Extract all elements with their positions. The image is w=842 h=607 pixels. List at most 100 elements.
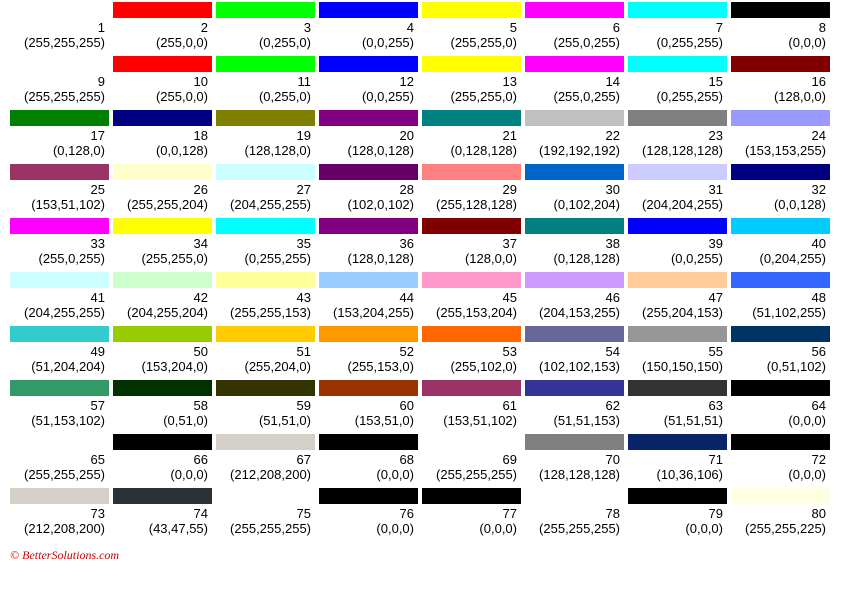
color-swatch bbox=[111, 488, 214, 504]
color-cell: 27(204,255,255) bbox=[214, 164, 317, 218]
color-index: 35 bbox=[214, 234, 317, 251]
color-swatch bbox=[626, 218, 729, 234]
color-cell: 2(255,0,0) bbox=[111, 2, 214, 56]
color-cell: 11(0,255,0) bbox=[214, 56, 317, 110]
color-swatch bbox=[214, 272, 317, 288]
color-cell: 44(153,204,255) bbox=[317, 272, 420, 326]
color-cell: 60(153,51,0) bbox=[317, 380, 420, 434]
color-index: 34 bbox=[111, 234, 214, 251]
color-index: 40 bbox=[729, 234, 832, 251]
color-rgb-label: (153,204,255) bbox=[317, 305, 420, 326]
color-cell: 54(102,102,153) bbox=[523, 326, 626, 380]
color-swatch bbox=[111, 380, 214, 396]
color-index: 39 bbox=[626, 234, 729, 251]
color-rgb-label: (51,153,102) bbox=[8, 413, 111, 434]
color-swatch bbox=[626, 380, 729, 396]
color-index: 72 bbox=[729, 450, 832, 467]
color-rgb-label: (128,0,0) bbox=[729, 89, 832, 110]
color-cell: 7(0,255,255) bbox=[626, 2, 729, 56]
color-swatch bbox=[317, 164, 420, 180]
color-index: 19 bbox=[214, 126, 317, 143]
color-index: 53 bbox=[420, 342, 523, 359]
color-rgb-label: (0,255,0) bbox=[214, 89, 317, 110]
color-index: 47 bbox=[626, 288, 729, 305]
color-rgb-label: (204,255,204) bbox=[111, 305, 214, 326]
color-swatch bbox=[317, 488, 420, 504]
color-index: 79 bbox=[626, 504, 729, 521]
color-swatch bbox=[626, 272, 729, 288]
color-swatch bbox=[729, 2, 832, 18]
color-index: 8 bbox=[729, 18, 832, 35]
color-rgb-label: (150,150,150) bbox=[626, 359, 729, 380]
color-swatch bbox=[111, 272, 214, 288]
color-index: 24 bbox=[729, 126, 832, 143]
color-cell: 52(255,153,0) bbox=[317, 326, 420, 380]
color-rgb-label: (255,0,255) bbox=[523, 35, 626, 56]
color-swatch bbox=[214, 434, 317, 450]
color-swatch bbox=[523, 110, 626, 126]
color-index: 80 bbox=[729, 504, 832, 521]
color-index: 43 bbox=[214, 288, 317, 305]
color-index: 13 bbox=[420, 72, 523, 89]
color-rgb-label: (51,51,51) bbox=[626, 413, 729, 434]
color-swatch bbox=[420, 380, 523, 396]
color-cell: 64(0,0,0) bbox=[729, 380, 832, 434]
color-swatch bbox=[626, 2, 729, 18]
color-rgb-label: (153,51,102) bbox=[420, 413, 523, 434]
color-swatch bbox=[214, 326, 317, 342]
color-rgb-label: (0,128,0) bbox=[8, 143, 111, 164]
color-index: 17 bbox=[8, 126, 111, 143]
color-rgb-label: (255,255,204) bbox=[111, 197, 214, 218]
color-rgb-label: (0,0,255) bbox=[317, 35, 420, 56]
color-rgb-label: (128,0,128) bbox=[317, 251, 420, 272]
color-cell: 23(128,128,128) bbox=[626, 110, 729, 164]
color-rgb-label: (153,51,0) bbox=[317, 413, 420, 434]
color-swatch bbox=[317, 434, 420, 450]
color-cell: 25(153,51,102) bbox=[8, 164, 111, 218]
color-rgb-label: (192,192,192) bbox=[523, 143, 626, 164]
color-cell: 49(51,204,204) bbox=[8, 326, 111, 380]
color-index: 30 bbox=[523, 180, 626, 197]
color-cell: 9(255,255,255) bbox=[8, 56, 111, 110]
color-swatch bbox=[111, 164, 214, 180]
color-swatch bbox=[214, 2, 317, 18]
color-cell: 20(128,0,128) bbox=[317, 110, 420, 164]
color-cell: 80(255,255,225) bbox=[729, 488, 832, 542]
color-swatch bbox=[214, 488, 317, 504]
color-index: 18 bbox=[111, 126, 214, 143]
color-swatch bbox=[729, 272, 832, 288]
color-index: 56 bbox=[729, 342, 832, 359]
color-index: 60 bbox=[317, 396, 420, 413]
color-swatch bbox=[523, 434, 626, 450]
color-rgb-label: (255,102,0) bbox=[420, 359, 523, 380]
color-cell: 62(51,51,153) bbox=[523, 380, 626, 434]
color-cell: 61(153,51,102) bbox=[420, 380, 523, 434]
color-cell: 53(255,102,0) bbox=[420, 326, 523, 380]
color-swatch bbox=[317, 2, 420, 18]
color-swatch bbox=[111, 110, 214, 126]
color-rgb-label: (0,0,0) bbox=[729, 35, 832, 56]
color-index: 11 bbox=[214, 72, 317, 89]
color-index: 49 bbox=[8, 342, 111, 359]
color-cell: 72(0,0,0) bbox=[729, 434, 832, 488]
color-rgb-label: (0,0,0) bbox=[317, 521, 420, 542]
color-swatch bbox=[626, 488, 729, 504]
color-swatch bbox=[523, 326, 626, 342]
color-index: 1 bbox=[8, 18, 111, 35]
credit-line: © BetterSolutions.com bbox=[0, 542, 842, 569]
color-swatch bbox=[317, 272, 420, 288]
color-cell: 39(0,0,255) bbox=[626, 218, 729, 272]
color-cell: 10(255,0,0) bbox=[111, 56, 214, 110]
color-swatch bbox=[8, 272, 111, 288]
color-swatch bbox=[8, 434, 111, 450]
color-swatch bbox=[729, 218, 832, 234]
color-index: 48 bbox=[729, 288, 832, 305]
color-swatch bbox=[523, 272, 626, 288]
color-rgb-label: (0,0,255) bbox=[317, 89, 420, 110]
color-cell: 56(0,51,102) bbox=[729, 326, 832, 380]
color-index: 64 bbox=[729, 396, 832, 413]
color-swatch bbox=[317, 110, 420, 126]
color-rgb-label: (204,153,255) bbox=[523, 305, 626, 326]
color-index: 29 bbox=[420, 180, 523, 197]
color-rgb-label: (255,204,153) bbox=[626, 305, 729, 326]
